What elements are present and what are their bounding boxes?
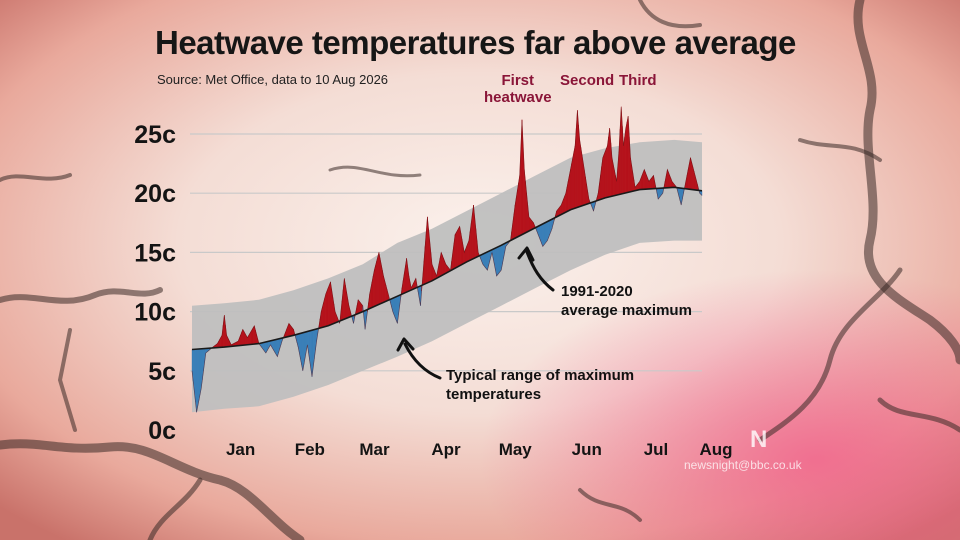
anomaly-areas: [191, 106, 703, 413]
range-annotation-line2: temperatures: [446, 386, 542, 403]
average-arrow: [525, 250, 555, 292]
chart-subtitle: Source: Met Office, data to 10 Aug 2026: [157, 72, 389, 87]
x-tick-label: Jul: [644, 440, 669, 459]
average-annotation-line1: 1991-2020: [561, 283, 633, 300]
average-line: [191, 186, 703, 351]
watermark: newsnight@bbc.co.uk: [684, 458, 802, 472]
y-tick-label: 5c: [148, 358, 176, 386]
average-maximum-line: [191, 186, 703, 351]
second-heatwave-label: Second: [560, 72, 615, 89]
y-tick-label: 20c: [134, 180, 176, 208]
first-heatwave-label-line1: First: [501, 72, 535, 89]
average-arrowhead: [517, 246, 535, 262]
x-tick-label: Aug: [699, 440, 732, 459]
average-annotation-line2: average maximum: [561, 302, 692, 319]
x-tick-label: Apr: [431, 440, 461, 459]
range-arrow: [403, 342, 442, 380]
first-heatwave-label-line2: heatwave: [484, 89, 552, 106]
third-heatwave-label: Third: [619, 72, 657, 89]
x-tick-label: Jun: [572, 440, 602, 459]
range-arrowhead: [396, 337, 415, 352]
y-tick-label: 25c: [134, 121, 176, 149]
x-axis-tick-labels: Jan Feb Mar Apr May Jun Jul Aug: [226, 440, 733, 459]
x-tick-label: Feb: [295, 440, 325, 459]
newsnight-logo: N: [750, 426, 767, 453]
x-tick-label: Jan: [226, 440, 255, 459]
chart-title: Heatwave temperatures far above average: [155, 24, 796, 61]
y-tick-label: 0c: [148, 417, 176, 445]
range-annotation: Typical range of maximum temperatures: [446, 366, 634, 404]
y-axis-tick-labels: 0c 5c 10c 15c 20c 25c: [134, 121, 176, 445]
annotation-arrows: [396, 246, 555, 380]
y-tick-label: 15c: [134, 239, 176, 267]
actual-2026-line: [191, 106, 703, 413]
y-tick-label: 10c: [134, 299, 176, 327]
x-tick-label: Mar: [359, 440, 390, 459]
x-tick-label: May: [499, 440, 533, 459]
average-annotation: 1991-2020 average maximum: [561, 282, 692, 320]
range-annotation-line1: Typical range of maximum: [446, 367, 635, 384]
first-heatwave-label: First heatwave: [484, 72, 552, 106]
